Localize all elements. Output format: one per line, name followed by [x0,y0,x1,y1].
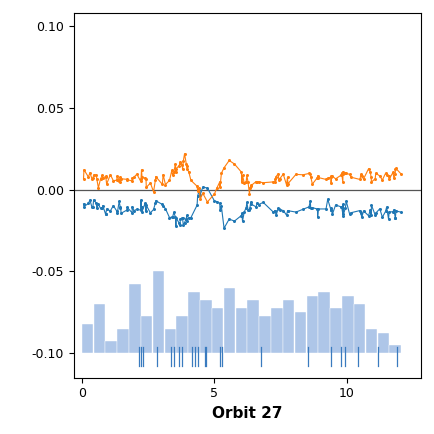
Bar [295,312,306,353]
Bar [259,316,271,353]
Bar [271,308,283,353]
Bar [117,329,129,353]
Bar [188,292,200,353]
Bar [176,316,188,353]
Bar [129,283,141,353]
Bar [200,300,212,353]
Bar [105,341,117,353]
Bar [366,329,377,353]
Bar [164,329,176,353]
Bar [82,325,93,353]
Bar [212,308,224,353]
Bar [330,308,342,353]
Bar [378,332,389,353]
Bar [141,316,152,353]
Bar [283,300,295,353]
X-axis label: Orbit 27: Orbit 27 [212,406,283,421]
Bar [236,308,247,353]
Bar [354,304,365,353]
Bar [94,304,105,353]
Bar [389,345,401,353]
Bar [224,288,235,353]
Bar [153,271,164,353]
Bar [306,296,318,353]
Bar [319,292,330,353]
Bar [247,300,259,353]
Bar [342,296,354,353]
